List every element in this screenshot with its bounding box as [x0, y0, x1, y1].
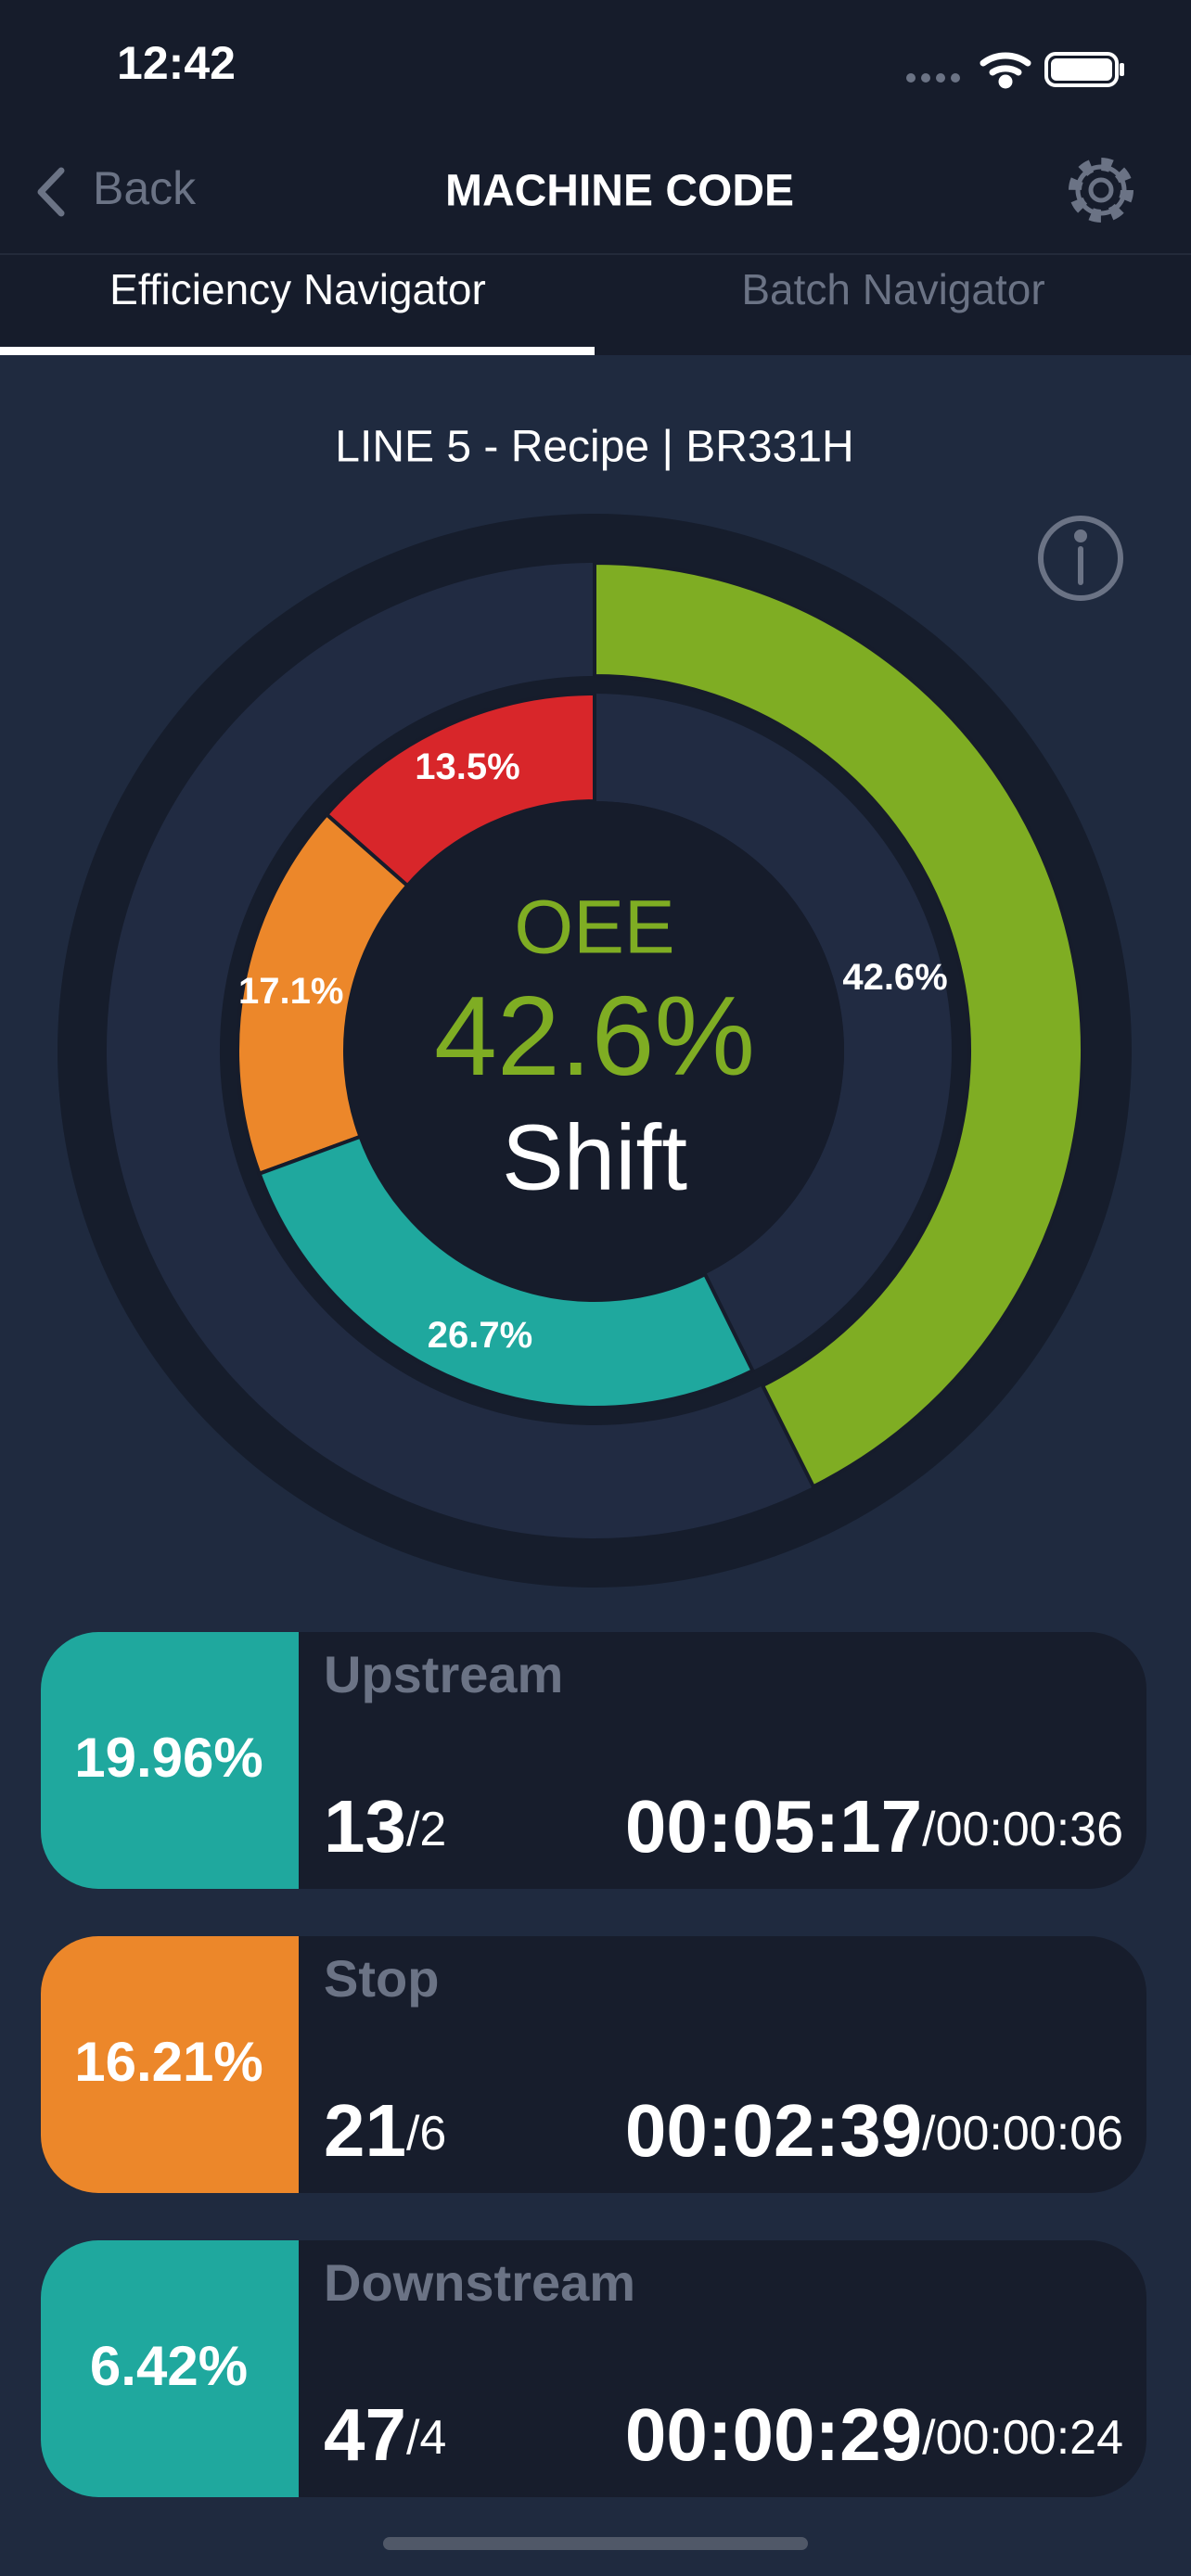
time: 00:05:17: [625, 1785, 922, 1868]
center-label: OEE: [514, 886, 674, 970]
tab-indicator: [0, 347, 595, 355]
segment-label: 17.1%: [238, 971, 343, 1012]
time-sub: /00:00:36: [922, 1803, 1123, 1856]
status-time: 12:42: [117, 37, 236, 89]
segment-label: 42.6%: [842, 957, 947, 998]
battery-icon: [1044, 52, 1119, 87]
card-percent: 16.21%: [74, 2031, 263, 2093]
donut-hole: [345, 801, 844, 1300]
card-percent: 19.96%: [74, 1727, 263, 1789]
center-value: 42.6%: [434, 973, 755, 1099]
card-badge: [41, 1632, 299, 1889]
card-bg: [41, 1936, 1146, 2193]
card-time: 00:05:17/00:00:36: [625, 1785, 1123, 1868]
segment-label: 26.7%: [428, 1315, 532, 1356]
time-sub: /00:00:06: [922, 2107, 1123, 2161]
tab-active[interactable]: Efficiency Navigator: [109, 265, 486, 313]
donut-segment: [593, 560, 1084, 1489]
card-name: Downstream: [324, 2253, 635, 2312]
nav-title: MACHINE CODE: [445, 167, 794, 216]
time: 00:02:39: [625, 2089, 922, 2172]
card-time: 00:00:29/00:00:24: [625, 2393, 1123, 2476]
card-badge: [41, 2240, 299, 2497]
card-count: 13/2: [324, 1785, 446, 1868]
battery-tip: [1120, 63, 1124, 76]
info-button[interactable]: [1038, 516, 1123, 601]
signal-icon: [906, 73, 960, 83]
back-button[interactable]: Back: [93, 162, 197, 214]
card-name: Stop: [324, 1949, 439, 2008]
time-sub: /00:00:24: [922, 2411, 1123, 2465]
time: 00:00:29: [625, 2393, 922, 2476]
segment-label: 13.5%: [415, 746, 519, 787]
metric-card[interactable]: 16.21% Stop 21/6 00:02:39/00:00:06: [41, 1936, 1146, 2193]
center-period: Shift: [502, 1105, 687, 1209]
settings-button[interactable]: [1069, 158, 1133, 223]
card-count: 47/4: [324, 2393, 446, 2476]
count-sub: /6: [406, 2107, 446, 2161]
count: 21: [324, 2089, 406, 2172]
card-name: Upstream: [324, 1645, 563, 1703]
donut-segment: [236, 811, 411, 1177]
chart-title: LINE 5 - Recipe | BR331H: [335, 423, 853, 472]
donut-chart: [58, 514, 1132, 1588]
metric-card[interactable]: 6.42% Downstream 47/4 00:00:29/00:00:24: [41, 2240, 1146, 2497]
home-indicator: [383, 2537, 808, 2550]
count-sub: /2: [406, 1803, 446, 1856]
card-time: 00:02:39/00:00:06: [625, 2089, 1123, 2172]
metric-card[interactable]: 19.96% Upstream 13/2 00:05:17/00:00:36: [41, 1632, 1146, 1889]
card-bg: [41, 1632, 1146, 1889]
wifi-icon: [980, 52, 1031, 89]
card-count: 21/6: [324, 2089, 446, 2172]
tab[interactable]: Batch Navigator: [741, 265, 1044, 313]
card-percent: 6.42%: [90, 2335, 248, 2397]
battery-level: [1051, 58, 1112, 81]
count: 13: [324, 1785, 406, 1868]
card-list: 19.96% Upstream 13/2 00:05:17/00:00:36 16.21…: [41, 1632, 1146, 2497]
card-bg: [41, 2240, 1146, 2497]
card-badge: [41, 1936, 299, 2193]
count: 47: [324, 2393, 406, 2476]
count-sub: /4: [406, 2411, 446, 2465]
back-chevron[interactable]: [37, 167, 65, 217]
